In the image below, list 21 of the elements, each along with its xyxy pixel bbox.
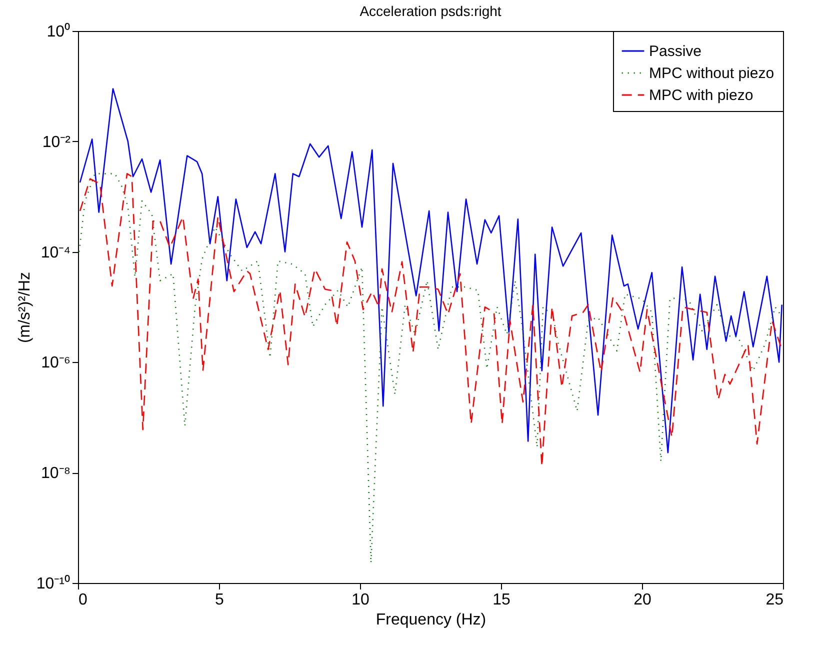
y-tick-label: 10⁻² <box>42 134 72 151</box>
y-tick-label: 10⁻⁴ <box>40 244 71 262</box>
y-tick-label: 10⁰ <box>46 22 70 40</box>
y-axis-title: (m/s²)²/Hz <box>16 272 34 344</box>
line-series <box>78 173 783 564</box>
x-tick-label: 25 <box>766 592 784 608</box>
legend-label: MPC without piezo <box>649 65 774 82</box>
x-tick-label: 20 <box>634 592 652 608</box>
x-tick-label: 10 <box>352 592 370 608</box>
x-axis-title: Frequency (Hz) <box>376 612 486 628</box>
x-tick-label: 15 <box>492 592 510 608</box>
legend-label: Passive <box>649 43 702 60</box>
chart-title: Acceleration psds:right <box>360 3 502 19</box>
y-tick-label: 10⁻¹⁰ <box>36 574 70 592</box>
x-tick-label: 0 <box>78 592 88 608</box>
y-tick-label: 10⁻⁶ <box>41 354 70 372</box>
legend-label: MPC with piezo <box>649 87 754 104</box>
line-series <box>79 88 783 454</box>
x-tick-label: 5 <box>215 592 224 608</box>
y-tick-label: 10⁻⁸ <box>40 465 70 482</box>
line-series <box>79 173 782 467</box>
